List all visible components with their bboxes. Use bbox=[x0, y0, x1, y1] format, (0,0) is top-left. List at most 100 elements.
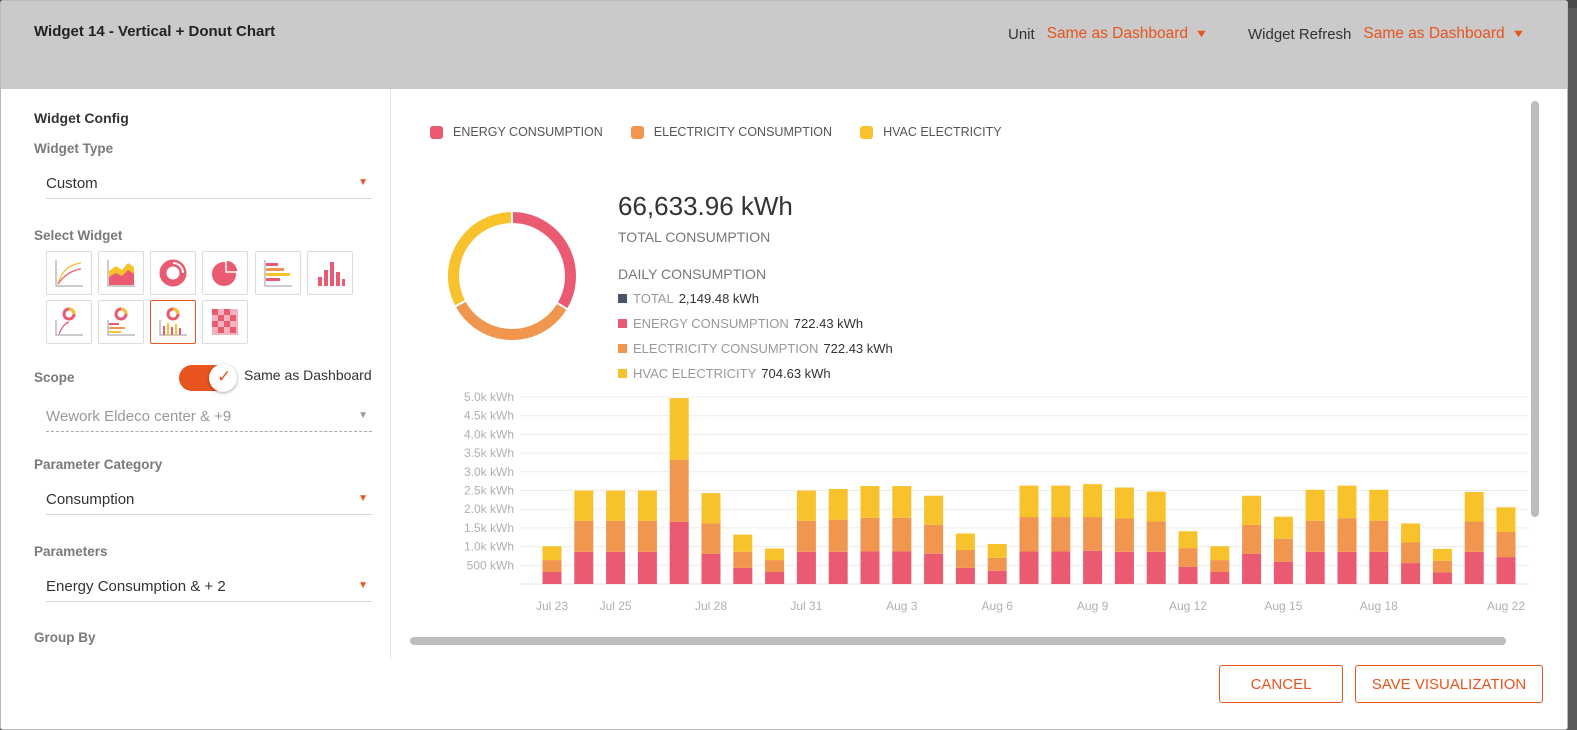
bar-segment[interactable] bbox=[987, 557, 1007, 571]
bar-segment[interactable] bbox=[733, 534, 753, 552]
parameters-select[interactable]: Energy Consumption & + 2 ▼ bbox=[46, 572, 372, 602]
bar-segment[interactable] bbox=[1083, 484, 1103, 518]
bar-segment[interactable] bbox=[574, 490, 594, 521]
bar-segment[interactable] bbox=[987, 543, 1007, 558]
chevron-down-icon[interactable]: ▼ bbox=[358, 580, 368, 591]
bar-segment[interactable] bbox=[796, 520, 816, 552]
chevron-down-icon[interactable]: ▼ bbox=[358, 177, 368, 188]
widget-type-select[interactable]: Custom ▼ bbox=[46, 169, 372, 199]
bar-segment[interactable] bbox=[892, 486, 912, 518]
donut-slice[interactable] bbox=[446, 209, 513, 308]
heatmap-tile[interactable] bbox=[202, 300, 248, 344]
bar-segment[interactable] bbox=[701, 493, 721, 524]
bar-segment[interactable] bbox=[1242, 524, 1262, 554]
chevron-down-icon[interactable]: ▼ bbox=[1511, 28, 1526, 40]
bar-segment[interactable] bbox=[1273, 516, 1293, 539]
bar-segment[interactable] bbox=[1369, 489, 1389, 521]
bar-segment[interactable] bbox=[606, 551, 626, 584]
bar-segment[interactable] bbox=[1242, 495, 1262, 525]
bar-segment[interactable] bbox=[606, 520, 626, 552]
bar-segment[interactable] bbox=[1401, 542, 1421, 564]
donut-slice[interactable] bbox=[453, 299, 570, 342]
bar-segment[interactable] bbox=[955, 567, 975, 584]
bar-segment[interactable] bbox=[1432, 572, 1452, 584]
donut-horizontal-bar-tile[interactable] bbox=[98, 300, 144, 344]
bar-segment[interactable] bbox=[669, 459, 689, 522]
bar-segment[interactable] bbox=[1114, 487, 1134, 519]
bar-segment[interactable] bbox=[860, 517, 880, 552]
bar-segment[interactable] bbox=[733, 551, 753, 568]
widget-refresh-dropdown[interactable]: Widget Refresh Same as Dashboard ▼ bbox=[1248, 25, 1526, 43]
chevron-down-icon[interactable]: ▼ bbox=[1194, 28, 1209, 40]
bar-segment[interactable] bbox=[637, 551, 657, 584]
bar-segment[interactable] bbox=[1083, 517, 1103, 551]
bar-segment[interactable] bbox=[1305, 520, 1325, 552]
vertical-scrollbar[interactable] bbox=[1531, 101, 1539, 517]
bar-segment[interactable] bbox=[892, 517, 912, 552]
bar-segment[interactable] bbox=[1401, 523, 1421, 543]
bar-segment[interactable] bbox=[701, 553, 721, 584]
bar-segment[interactable] bbox=[1210, 560, 1230, 573]
bar-segment[interactable] bbox=[765, 560, 785, 573]
pie-chart-tile[interactable] bbox=[202, 251, 248, 295]
bar-segment[interactable] bbox=[1496, 557, 1516, 584]
bar-segment[interactable] bbox=[1242, 553, 1262, 584]
bar-segment[interactable] bbox=[637, 520, 657, 552]
bar-segment[interactable] bbox=[1051, 485, 1071, 518]
area-chart-tile[interactable] bbox=[98, 251, 144, 295]
bar-segment[interactable] bbox=[828, 551, 848, 584]
bar-segment[interactable] bbox=[1496, 507, 1516, 533]
legend-item-electricity[interactable]: ELECTRICITY CONSUMPTION bbox=[630, 125, 832, 139]
bar-segment[interactable] bbox=[701, 523, 721, 554]
bar-segment[interactable] bbox=[669, 521, 689, 584]
cancel-button[interactable]: CANCEL bbox=[1219, 665, 1343, 703]
bar-segment[interactable] bbox=[1464, 521, 1484, 552]
bar-segment[interactable] bbox=[1273, 561, 1293, 584]
bar-segment[interactable] bbox=[1114, 518, 1134, 552]
parameter-category-select[interactable]: Consumption ▼ bbox=[46, 485, 372, 515]
bar-segment[interactable] bbox=[669, 398, 689, 460]
bar-segment[interactable] bbox=[860, 486, 880, 518]
bar-segment[interactable] bbox=[1305, 551, 1325, 584]
donut-vertical-bar-tile[interactable] bbox=[150, 300, 196, 344]
bar-segment[interactable] bbox=[1496, 532, 1516, 558]
bar-segment[interactable] bbox=[1114, 551, 1134, 584]
bar-segment[interactable] bbox=[1051, 517, 1071, 552]
bar-segment[interactable] bbox=[796, 551, 816, 584]
bar-segment[interactable] bbox=[542, 572, 562, 584]
bar-segment[interactable] bbox=[1369, 520, 1389, 552]
bar-segment[interactable] bbox=[860, 551, 880, 584]
horizontal-scrollbar[interactable] bbox=[410, 637, 1506, 645]
bar-segment[interactable] bbox=[1083, 550, 1103, 584]
bar-segment[interactable] bbox=[1019, 551, 1039, 584]
widget-refresh-value[interactable]: Same as Dashboard bbox=[1363, 25, 1505, 42]
bar-segment[interactable] bbox=[1178, 566, 1198, 584]
bar-segment[interactable] bbox=[892, 551, 912, 584]
bar-segment[interactable] bbox=[1019, 517, 1039, 552]
bar-segment[interactable] bbox=[1146, 491, 1166, 522]
save-visualization-button[interactable]: SAVE VISUALIZATION bbox=[1355, 665, 1543, 703]
bar-segment[interactable] bbox=[828, 519, 848, 552]
bar-segment[interactable] bbox=[1464, 551, 1484, 584]
bar-segment[interactable] bbox=[987, 570, 1007, 584]
bar-segment[interactable] bbox=[828, 489, 848, 520]
bar-segment[interactable] bbox=[1337, 485, 1357, 519]
bar-segment[interactable] bbox=[1432, 560, 1452, 573]
bar-segment[interactable] bbox=[1464, 491, 1484, 522]
donut-slice[interactable] bbox=[511, 209, 578, 311]
bar-segment[interactable] bbox=[574, 551, 594, 584]
bar-segment[interactable] bbox=[1051, 551, 1071, 584]
bar-segment[interactable] bbox=[1146, 551, 1166, 584]
bar-segment[interactable] bbox=[1146, 521, 1166, 552]
bar-segment[interactable] bbox=[542, 560, 562, 573]
bar-segment[interactable] bbox=[1178, 531, 1198, 549]
bar-segment[interactable] bbox=[1337, 518, 1357, 552]
bar-segment[interactable] bbox=[765, 572, 785, 584]
bar-segment[interactable] bbox=[1369, 551, 1389, 584]
bar-segment[interactable] bbox=[955, 549, 975, 568]
bar-segment[interactable] bbox=[796, 490, 816, 521]
bar-segment[interactable] bbox=[637, 490, 657, 521]
bar-segment[interactable] bbox=[1210, 546, 1230, 561]
scope-toggle[interactable]: ✓ bbox=[179, 364, 237, 392]
bar-segment[interactable] bbox=[765, 548, 785, 561]
